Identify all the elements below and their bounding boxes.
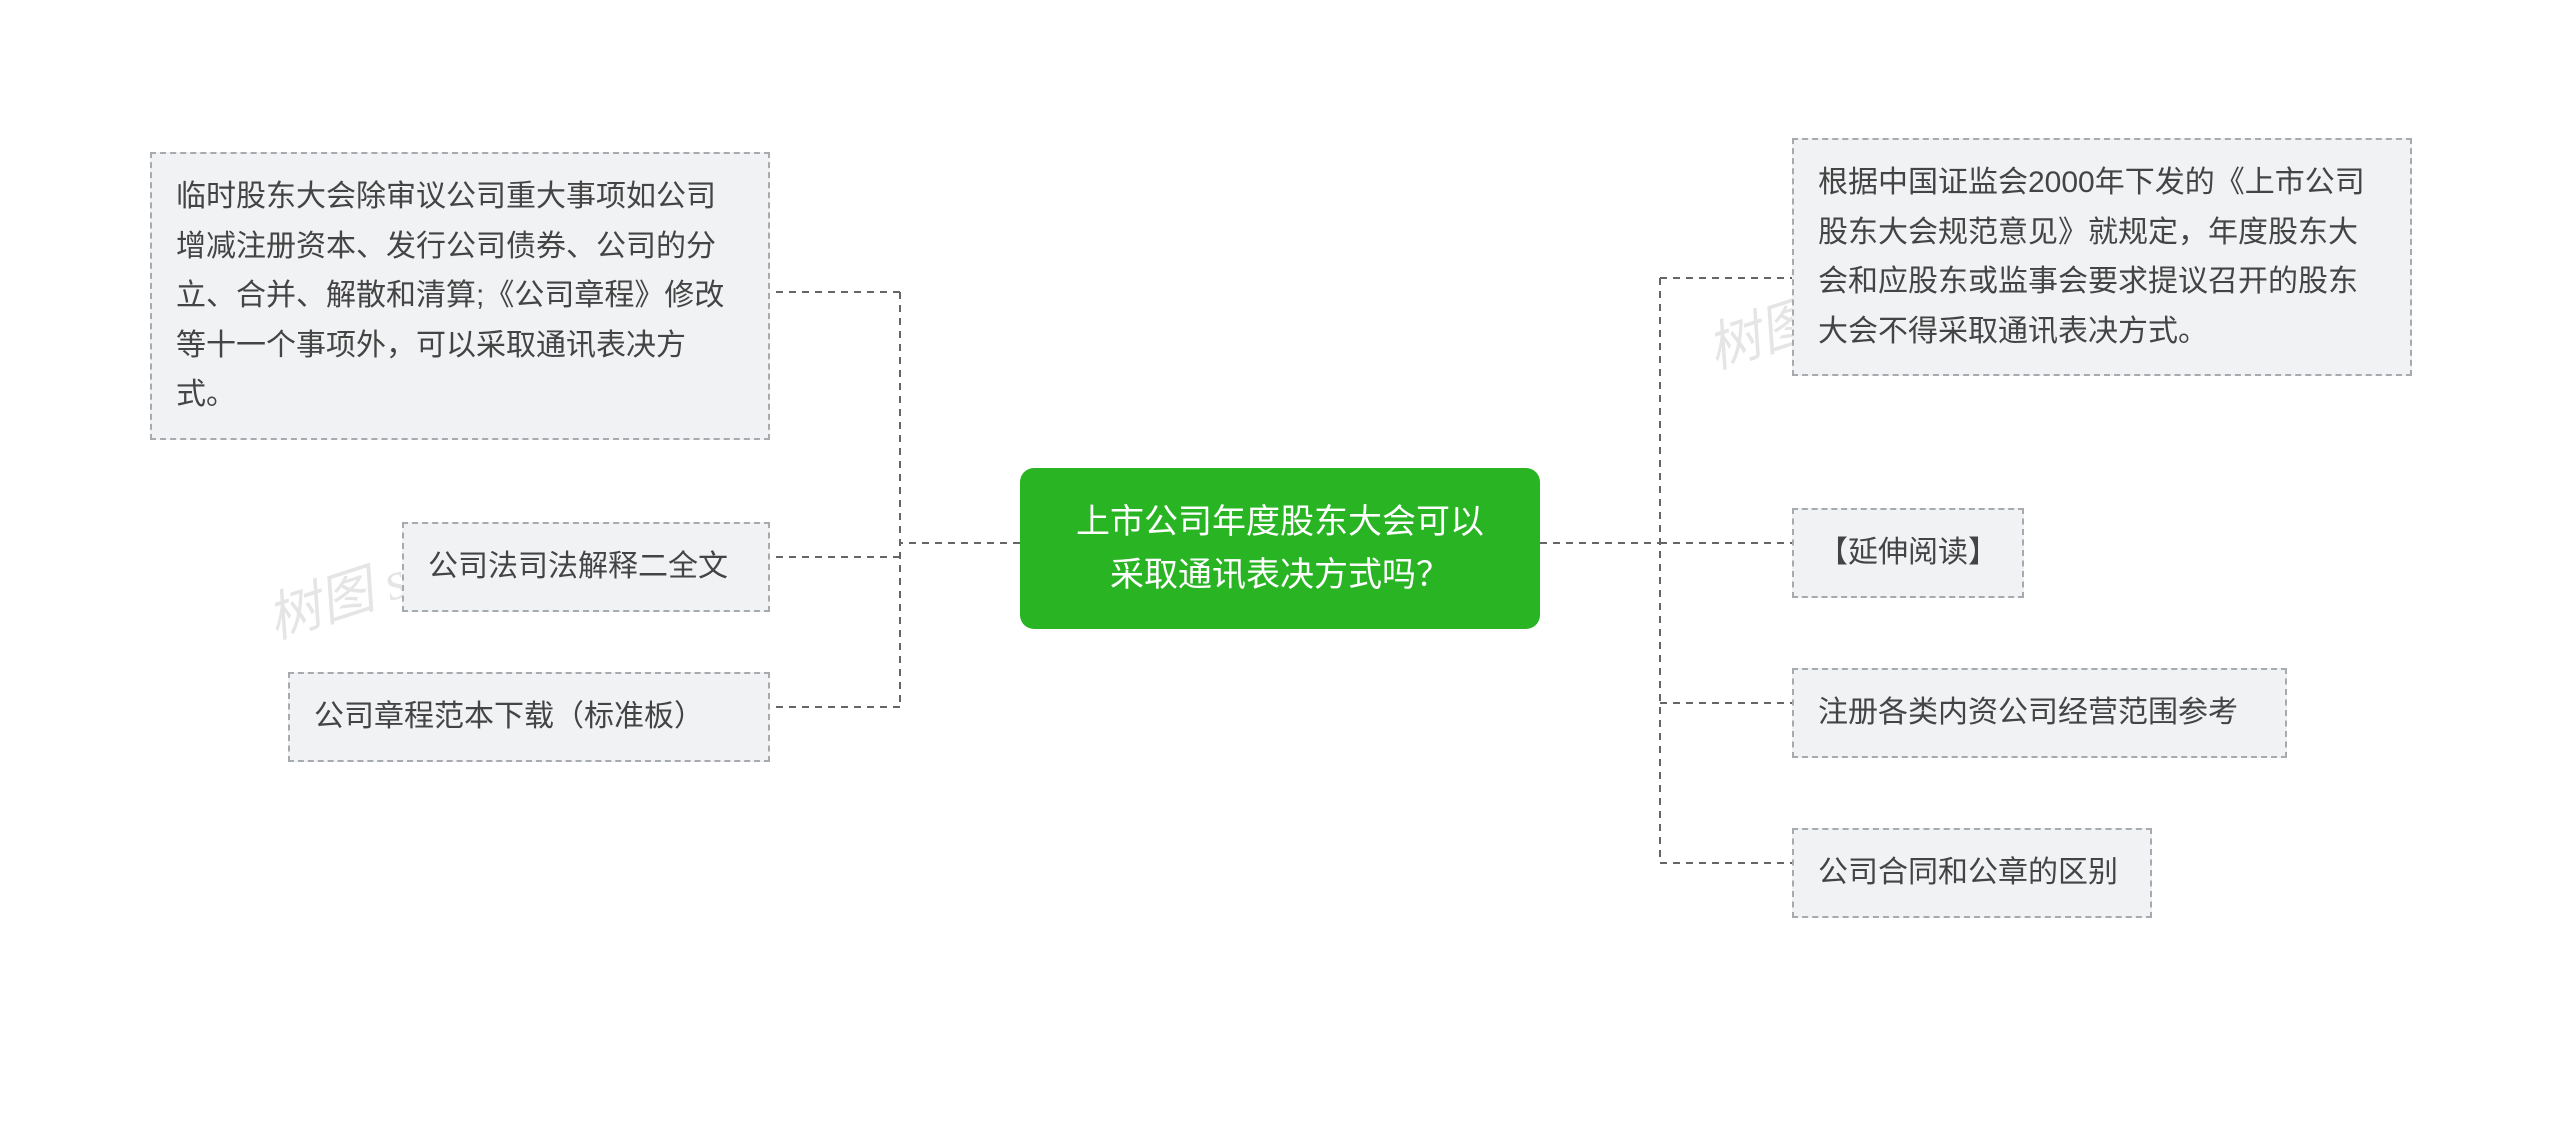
right-node-1: 【延伸阅读】 bbox=[1792, 508, 2024, 598]
right-node-0: 根据中国证监会2000年下发的《上市公司股东大会规范意见》就规定，年度股东大会和… bbox=[1792, 138, 2412, 376]
right-node-3: 公司合同和公章的区别 bbox=[1792, 828, 2152, 918]
mindmap-canvas: 树图 shutu.cn 树图 shutu.cn 上市公司年度股东大会可以采取通讯… bbox=[0, 0, 2560, 1132]
left-node-0: 临时股东大会除审议公司重大事项如公司增减注册资本、发行公司债券、公司的分立、合并… bbox=[150, 152, 770, 440]
right-node-2: 注册各类内资公司经营范围参考 bbox=[1792, 668, 2287, 758]
center-node: 上市公司年度股东大会可以采取通讯表决方式吗？ bbox=[1020, 468, 1540, 629]
left-node-2: 公司章程范本下载（标准板） bbox=[288, 672, 770, 762]
left-node-1: 公司法司法解释二全文 bbox=[402, 522, 770, 612]
